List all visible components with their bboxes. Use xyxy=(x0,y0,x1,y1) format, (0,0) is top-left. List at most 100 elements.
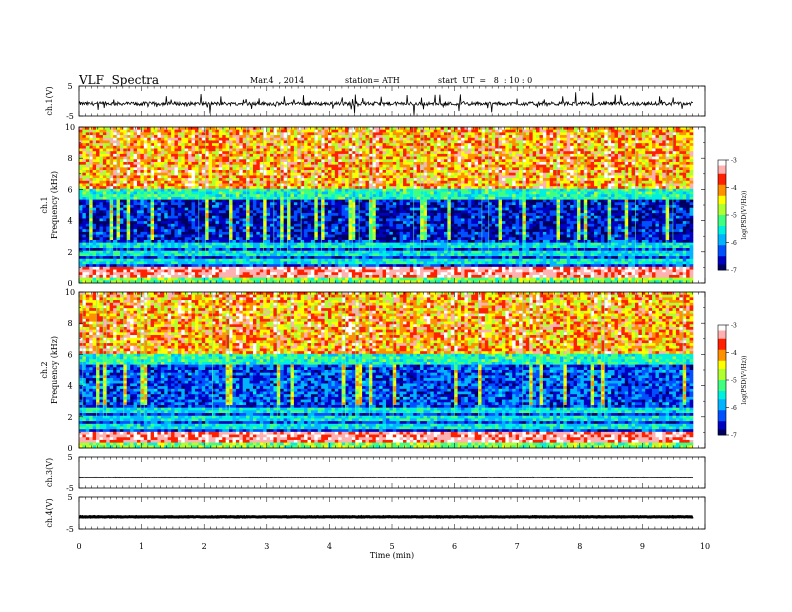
spectrogram-cell xyxy=(331,250,336,254)
spectrogram-cell xyxy=(229,242,233,246)
spectrogram-cell xyxy=(246,129,250,133)
spectrogram-cell xyxy=(106,135,110,139)
spectrogram-cell xyxy=(355,221,360,225)
spectrogram-cell xyxy=(147,253,151,257)
spectrogram-cell xyxy=(191,210,196,214)
spectrogram-cell xyxy=(324,261,329,265)
spectrogram-cell xyxy=(239,143,244,147)
spectrogram-cell xyxy=(341,226,346,230)
spectrogram-cell xyxy=(191,127,196,130)
spectrogram-cell xyxy=(270,145,274,149)
spectrogram-cell xyxy=(321,261,325,265)
spectrogram-cell xyxy=(82,145,87,149)
spectrogram-cell xyxy=(252,178,257,182)
spectrogram-cell xyxy=(328,156,332,160)
spectrogram-cell xyxy=(140,253,145,257)
spectrogram-cell xyxy=(96,210,100,214)
spectrogram-cell xyxy=(259,256,264,260)
spectrogram-cell xyxy=(130,180,134,184)
spectrogram-cell xyxy=(239,239,244,243)
spectrogram-cell xyxy=(368,159,373,163)
spectrogram-cell xyxy=(266,261,271,265)
spectrogram-cell xyxy=(177,159,182,163)
spectrogram-cell xyxy=(283,245,288,249)
spectrogram-cell xyxy=(160,196,165,200)
spectrogram-cell xyxy=(79,272,83,276)
spectrogram-cell xyxy=(331,242,336,246)
spectrogram-cell xyxy=(174,156,179,160)
spectrogram-cell xyxy=(205,250,209,254)
spectrogram-cell xyxy=(147,266,151,270)
spectrogram-cell xyxy=(266,196,271,200)
spectrogram-cell xyxy=(126,269,131,273)
spectrogram-cell xyxy=(215,148,220,152)
spectrogram-cell xyxy=(184,196,189,200)
spectrogram-cell xyxy=(249,269,254,273)
spectrogram-cell xyxy=(136,215,141,219)
spectrogram-cell xyxy=(164,202,168,206)
spectrogram-cell xyxy=(82,256,87,260)
spectrogram-cell xyxy=(147,151,151,155)
spectrogram-cell xyxy=(167,261,172,265)
spectrogram-cell xyxy=(160,188,165,192)
spectrogram-cell xyxy=(232,196,237,200)
spectrogram-cell xyxy=(218,172,223,176)
spectrogram-cell xyxy=(225,148,230,152)
spectrogram-cell xyxy=(188,137,192,141)
spectrogram-cell xyxy=(116,272,121,276)
spectrogram-cell xyxy=(239,170,244,174)
spectrogram-cell xyxy=(276,229,281,233)
spectrogram-cell xyxy=(365,148,370,152)
spectrogram-cell xyxy=(212,135,216,139)
spectrogram-cell xyxy=(184,266,189,270)
spectrogram-cell xyxy=(205,170,209,174)
spectrogram-cell xyxy=(133,202,138,206)
spectrogram-cell xyxy=(167,199,172,203)
spectrogram-cell xyxy=(157,261,162,265)
spectrogram-cell xyxy=(130,178,134,182)
spectrogram-cell xyxy=(147,221,151,225)
spectrogram-cell xyxy=(215,272,220,276)
spectrogram-cell xyxy=(345,264,349,268)
spectrogram-cell xyxy=(116,153,121,157)
spectrogram-cell xyxy=(154,191,158,195)
spectrogram-cell xyxy=(157,277,162,281)
spectrogram-cell xyxy=(304,226,308,230)
spectrogram-cell xyxy=(188,277,192,281)
spectrogram-cell xyxy=(119,202,124,206)
spectrogram-cell xyxy=(154,237,158,241)
spectrogram-cell xyxy=(276,239,281,243)
spectrogram-cell xyxy=(177,199,182,203)
spectrogram-cell xyxy=(212,188,216,192)
spectrogram-cell xyxy=(307,264,312,268)
spectrogram-cell xyxy=(147,132,151,136)
spectrogram-cell xyxy=(188,161,192,165)
spectrogram-cell xyxy=(174,129,179,133)
spectrogram-cell xyxy=(171,229,175,233)
spectrogram-cell xyxy=(119,129,124,133)
spectrogram-cell xyxy=(239,191,244,195)
spectrogram-cell xyxy=(181,159,186,163)
spectrogram-cell xyxy=(99,153,104,157)
spectrogram-cell xyxy=(150,151,155,155)
spectrogram-cell xyxy=(229,215,233,219)
spectrogram-cell xyxy=(368,175,373,179)
spectrogram-cell xyxy=(218,178,223,182)
spectrogram-cell xyxy=(304,172,308,176)
spectrogram-cell xyxy=(263,202,267,206)
spectrogram-cell xyxy=(266,140,271,144)
spectrogram-cell xyxy=(225,143,230,147)
spectrogram-cell xyxy=(164,164,168,168)
spectrogram-cell xyxy=(123,143,128,147)
spectrogram-cell xyxy=(92,167,97,171)
spectrogram-cell xyxy=(293,248,298,252)
spectrogram-cell xyxy=(113,266,117,270)
spectrogram-cell xyxy=(270,194,274,198)
spectrogram-cell xyxy=(157,256,162,260)
spectrogram-cell xyxy=(99,145,104,149)
spectrogram-cell xyxy=(188,242,192,246)
spectrogram-cell xyxy=(362,148,366,152)
spectrogram-cell xyxy=(119,172,124,176)
spectrogram-cell xyxy=(239,148,244,152)
spectrogram-cell xyxy=(99,234,104,238)
